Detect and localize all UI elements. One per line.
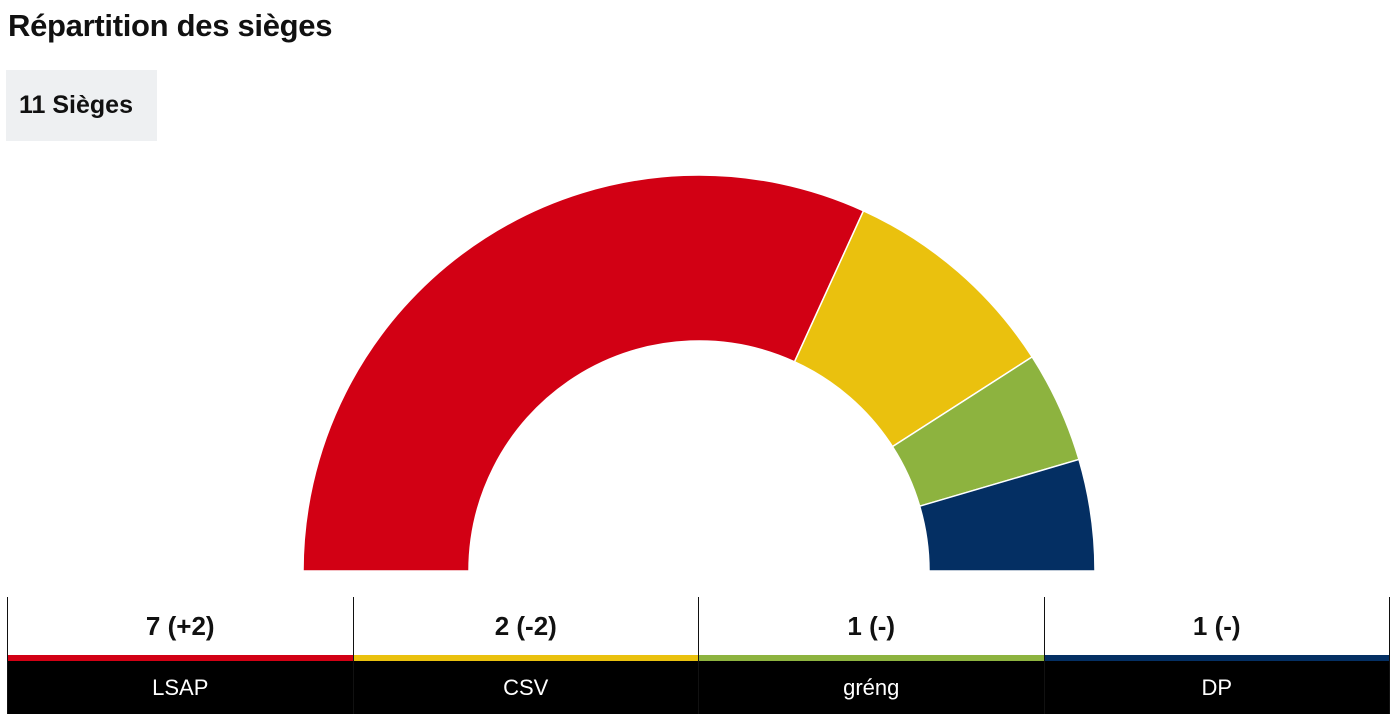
party-column-dp: 1 (-) DP: [1043, 597, 1390, 714]
results-table: 7 (+2) LSAP 2 (-2) CSV 1 (-) gréng 1 (-)…: [7, 597, 1390, 714]
party-name-label: CSV: [353, 661, 698, 714]
party-name-label: gréng: [699, 661, 1044, 714]
total-seats-label: 11 Sièges: [19, 91, 133, 119]
party-name-label: LSAP: [8, 661, 353, 714]
party-column-lsap: 7 (+2) LSAP: [7, 597, 353, 714]
total-seats-badge: 11 Sièges: [6, 70, 157, 141]
party-seats-value: 2 (-2): [494, 610, 557, 641]
seat-segment-dp: [918, 458, 1096, 572]
seat-chart: [0, 150, 1400, 575]
seat-segment-lsap: [302, 174, 865, 572]
party-seats-value: 7 (+2): [145, 610, 215, 641]
party-color-bar: [699, 655, 1044, 661]
page-title: Répartition des sièges: [8, 8, 333, 43]
party-column-greng: 1 (-) gréng: [698, 597, 1044, 714]
party-seats-value: 1 (-): [847, 610, 896, 641]
party-name-label: DP: [1044, 661, 1389, 714]
party-seats-value: 1 (-): [1192, 610, 1241, 641]
party-color-bar: [8, 655, 353, 661]
party-column-csv: 2 (-2) CSV: [352, 597, 698, 714]
seat-chart-svg: [302, 174, 1096, 572]
party-color-bar: [1044, 655, 1389, 661]
party-color-bar: [353, 655, 698, 661]
